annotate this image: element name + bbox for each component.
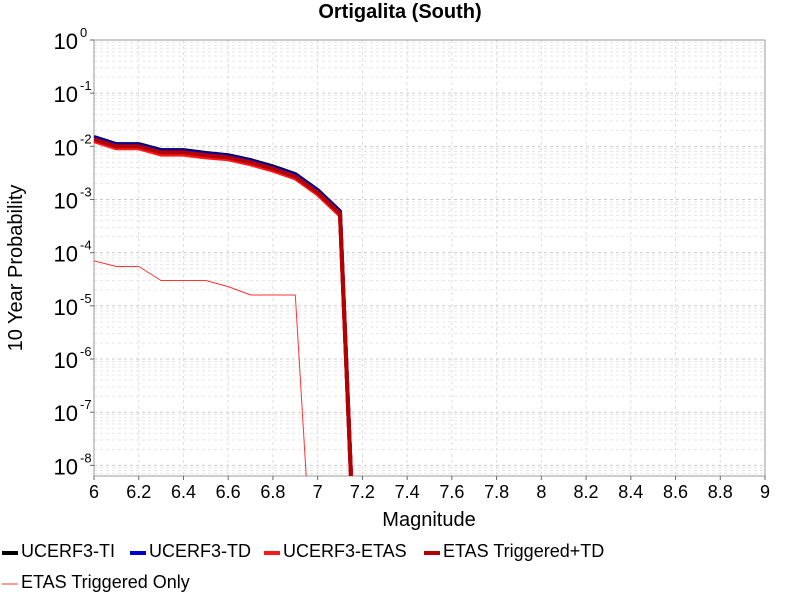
y-tick-base: 10 xyxy=(54,295,78,320)
x-tick-label: 8.2 xyxy=(574,482,599,502)
y-tick-exponent: -5 xyxy=(80,291,92,306)
x-tick-label: 8.8 xyxy=(708,482,733,502)
y-tick-label: 10 -4 xyxy=(54,238,92,267)
y-tick-label: 10 -6 xyxy=(54,344,92,373)
legend-label: ETAS Triggered Only xyxy=(21,572,190,592)
x-tick-label: 9 xyxy=(760,482,770,502)
x-tick-label: 8.6 xyxy=(663,482,688,502)
y-tick-exponent: -3 xyxy=(80,185,92,200)
x-axis-ticks: 6 6.2 6.4 6.6 6.8 7 7.2 7.4 7.6 7.8 8 8.2 8.4 8.6 8.8 9 xyxy=(89,476,770,502)
y-tick-base: 10 xyxy=(54,401,78,426)
y-tick-base: 10 xyxy=(54,454,78,479)
y-tick-label: 10 0 xyxy=(54,25,88,54)
plot-area-frame xyxy=(93,39,766,477)
x-tick-label: 7.8 xyxy=(484,482,509,502)
legend-label: UCERF3-ETAS xyxy=(283,541,407,561)
series-layer xyxy=(94,135,353,476)
x-tick-label: 7.6 xyxy=(439,482,464,502)
x-tick-label: 7.4 xyxy=(395,482,420,502)
x-tick-label: 6.6 xyxy=(216,482,241,502)
legend-item: ETAS Triggered+TD xyxy=(424,541,604,561)
y-tick-base: 10 xyxy=(54,135,78,160)
y-tick-exponent: -7 xyxy=(80,397,92,412)
legend-item: UCERF3-ETAS xyxy=(264,541,407,561)
x-tick-label: 6.8 xyxy=(260,482,285,502)
y-tick-base: 10 xyxy=(54,242,78,267)
y-tick-label: 10 -2 xyxy=(54,131,92,160)
y-axis-title: 10 Year Probability xyxy=(5,185,27,352)
x-tick-label: 6.4 xyxy=(171,482,196,502)
x-tick-label: 7 xyxy=(313,482,323,502)
legend-label: UCERF3-TD xyxy=(149,541,251,561)
legend-item: ETAS Triggered Only xyxy=(2,572,190,592)
x-tick-label: 7.2 xyxy=(350,482,375,502)
y-tick-base: 10 xyxy=(54,189,78,214)
y-tick-base: 10 xyxy=(54,29,78,54)
grid xyxy=(93,40,766,476)
series-line-etas-triggered-td xyxy=(94,137,353,476)
x-axis-title: Magnitude xyxy=(382,509,475,531)
legend-label: UCERF3-TI xyxy=(21,541,115,561)
x-tick-label: 8.4 xyxy=(618,482,643,502)
y-tick-label: 10 -8 xyxy=(54,450,92,479)
series-line-etas-triggered-only xyxy=(94,260,307,476)
legend-label: ETAS Triggered+TD xyxy=(443,541,604,561)
x-tick-label: 6 xyxy=(89,482,99,502)
legend-item: UCERF3-TI xyxy=(2,541,115,561)
y-tick-label: 10 -3 xyxy=(54,185,92,214)
y-tick-exponent: -1 xyxy=(80,78,92,93)
y-tick-label: 10 -5 xyxy=(54,291,92,320)
legend: UCERF3-TI UCERF3-TD UCERF3-ETAS ETAS Trigge… xyxy=(2,541,604,592)
y-tick-exponent: -6 xyxy=(80,344,92,359)
y-tick-exponent: -8 xyxy=(80,450,92,465)
y-tick-exponent: -2 xyxy=(80,131,92,146)
y-tick-base: 10 xyxy=(54,82,78,107)
x-tick-label: 8 xyxy=(536,482,546,502)
y-tick-base: 10 xyxy=(54,348,78,373)
y-tick-exponent: 0 xyxy=(80,25,87,40)
chart-title: Ortigalita (South) xyxy=(318,1,481,23)
legend-item: UCERF3-TD xyxy=(130,541,251,561)
y-tick-label: 10 -7 xyxy=(54,397,92,426)
x-tick-label: 6.2 xyxy=(126,482,151,502)
y-tick-label: 10 -1 xyxy=(54,78,92,107)
y-tick-exponent: -4 xyxy=(80,238,92,253)
